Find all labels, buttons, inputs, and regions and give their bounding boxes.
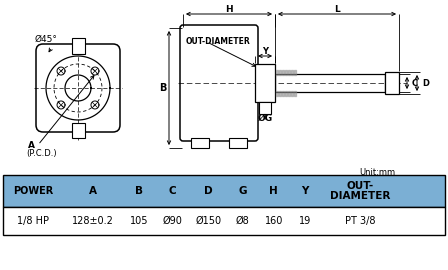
Text: L: L	[334, 5, 340, 15]
FancyBboxPatch shape	[180, 25, 258, 141]
Text: H: H	[225, 5, 233, 15]
Text: Y: Y	[262, 48, 268, 56]
Text: 160: 160	[264, 216, 283, 226]
Text: PT 3/8: PT 3/8	[345, 216, 375, 226]
Text: ØG: ØG	[258, 114, 272, 123]
Text: A: A	[89, 186, 96, 196]
Text: H: H	[269, 186, 278, 196]
Text: OUT-DIAMETER: OUT-DIAMETER	[186, 38, 251, 46]
Text: Ø8: Ø8	[236, 216, 250, 226]
Text: 128±0.2: 128±0.2	[72, 216, 113, 226]
Bar	[275, 74, 385, 92]
Text: C: C	[412, 79, 418, 87]
Bar	[229, 138, 247, 148]
Text: 19: 19	[298, 216, 311, 226]
Bar	[3, 175, 445, 207]
Text: Unit:mm: Unit:mm	[359, 168, 395, 177]
Bar	[385, 72, 399, 94]
Text: B: B	[135, 186, 143, 196]
Bar	[259, 102, 271, 114]
Text: D: D	[204, 186, 213, 196]
Text: Ø90: Ø90	[162, 216, 182, 226]
Bar	[3, 207, 445, 235]
Bar	[72, 123, 85, 138]
Text: POWER: POWER	[13, 186, 53, 196]
Text: OUT-
DIAMETER: OUT- DIAMETER	[330, 181, 390, 201]
Bar	[255, 64, 275, 102]
Text: (P.C.D.): (P.C.D.)	[26, 149, 56, 158]
Text: Ø45°: Ø45°	[34, 35, 57, 44]
Text: D: D	[422, 79, 429, 87]
Text: A: A	[28, 141, 35, 150]
Bar	[191, 138, 209, 148]
Bar	[72, 38, 85, 54]
FancyBboxPatch shape	[36, 44, 120, 132]
Text: 1/8 HP: 1/8 HP	[17, 216, 49, 226]
Text: Ø150: Ø150	[195, 216, 222, 226]
Text: C: C	[168, 186, 176, 196]
Text: 105: 105	[129, 216, 148, 226]
Text: B: B	[159, 83, 167, 93]
Text: G: G	[238, 186, 247, 196]
Text: Y: Y	[301, 186, 308, 196]
